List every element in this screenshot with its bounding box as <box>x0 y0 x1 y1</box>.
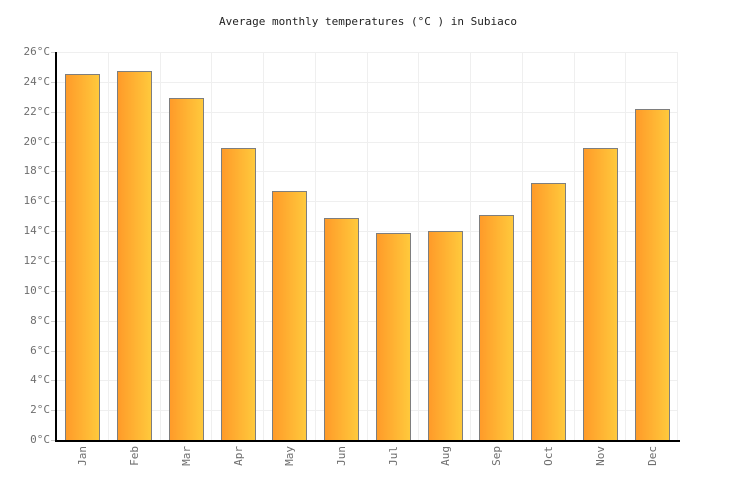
h-gridline <box>57 260 678 262</box>
v-gridline <box>159 52 161 440</box>
y-axis-tick <box>51 380 56 382</box>
v-gridline <box>366 52 368 440</box>
x-axis-label-text: Jul <box>386 446 400 466</box>
h-gridline <box>57 290 678 292</box>
x-axis-label-text: Aug <box>438 446 452 466</box>
bar-mar[interactable] <box>168 98 204 440</box>
x-axis-label-feb: Feb <box>109 446 161 466</box>
x-axis-label-text: Jan <box>76 446 90 466</box>
y-axis-label: 24°C <box>23 74 51 88</box>
x-axis-label-mar: Mar <box>161 446 213 466</box>
chart-title: Average monthly temperatures (°C ) in Su… <box>218 15 517 28</box>
y-axis-tick <box>51 290 56 292</box>
h-gridline <box>57 171 678 173</box>
bar-may[interactable] <box>272 190 308 440</box>
y-axis-tick <box>51 260 56 262</box>
x-axis-label-jan: Jan <box>57 446 109 466</box>
y-axis-label: 26°C <box>23 45 51 58</box>
h-gridline <box>57 141 678 143</box>
x-axis-label-text: Feb <box>128 446 142 466</box>
bar-nov[interactable] <box>582 147 618 440</box>
x-axis-label-jun: Jun <box>316 446 368 466</box>
y-axis-label: 16°C <box>23 194 51 208</box>
y-axis-label: 22°C <box>23 104 51 118</box>
h-gridline <box>57 52 678 53</box>
y-axis-label: 6°C <box>30 343 50 357</box>
x-axis-label-dec: Dec <box>626 446 678 466</box>
y-axis-label: 20°C <box>23 134 51 148</box>
bar-feb[interactable] <box>117 71 153 440</box>
y-axis-label: 2°C <box>30 403 50 417</box>
x-axis-label-aug: Aug <box>419 446 471 466</box>
bar-apr[interactable] <box>220 147 256 440</box>
h-gridline <box>57 231 678 233</box>
h-gridline <box>57 201 678 203</box>
h-gridline <box>57 410 678 412</box>
y-axis-tick <box>51 440 56 441</box>
y-axis-label: 12°C <box>23 253 51 267</box>
h-gridline <box>57 380 678 382</box>
x-axis-label-text: Mar <box>179 446 193 466</box>
x-axis-label-apr: Apr <box>212 446 264 466</box>
v-gridline <box>677 52 678 440</box>
v-gridline <box>521 52 523 440</box>
bar-jul[interactable] <box>375 232 411 440</box>
x-axis-label-text: Nov <box>593 446 607 466</box>
x-axis-label-text: Apr <box>231 446 245 466</box>
y-axis-label: 18°C <box>23 164 51 178</box>
x-axis-label-oct: Oct <box>523 446 575 466</box>
x-axis-line <box>55 440 680 442</box>
h-gridline <box>57 350 678 352</box>
y-axis-label: 8°C <box>30 313 50 327</box>
bar-dec[interactable] <box>634 108 670 440</box>
v-gridline <box>573 52 575 440</box>
y-axis-tick <box>51 52 56 53</box>
y-axis-tick <box>51 320 56 322</box>
y-axis-tick <box>51 201 56 203</box>
y-axis-label: 0°C <box>30 433 50 446</box>
x-axis-label-text: May <box>283 446 297 466</box>
h-gridline <box>57 81 678 83</box>
bar-oct[interactable] <box>531 183 567 440</box>
x-axis-label-text: Oct <box>542 446 556 466</box>
v-gridline <box>263 52 264 440</box>
v-gridline <box>418 52 420 440</box>
x-axis-label-nov: Nov <box>575 446 627 466</box>
y-axis-tick <box>51 141 56 143</box>
y-axis-tick <box>51 231 56 233</box>
x-axis-label-jul: Jul <box>368 446 420 466</box>
x-axis-label-text: Jun <box>335 446 349 466</box>
y-axis-line <box>55 52 57 442</box>
y-axis-tick <box>51 350 56 352</box>
h-gridline <box>57 320 678 322</box>
y-axis-labels: 0°C 2°C 4°C 6°C 8°C 10°C 12°C 14°C 16°C 18°C 20°C 2… <box>0 46 51 446</box>
x-axis-label-text: Dec <box>645 446 659 466</box>
plot-area <box>57 52 678 440</box>
x-axis-label-may: May <box>264 446 316 466</box>
y-axis-tick <box>51 81 56 83</box>
y-axis-label: 14°C <box>23 224 51 238</box>
v-gridline <box>211 52 213 440</box>
bar-sep[interactable] <box>479 214 515 440</box>
y-axis-tick <box>51 410 56 412</box>
bar-aug[interactable] <box>427 231 463 440</box>
y-axis-label: 4°C <box>30 373 50 387</box>
y-axis-tick <box>51 111 56 113</box>
y-axis-tick <box>51 171 56 173</box>
bar-jun[interactable] <box>324 217 360 440</box>
v-gridline <box>625 52 627 440</box>
v-gridline <box>107 52 109 440</box>
bar-jan[interactable] <box>65 74 101 440</box>
h-gridline <box>57 111 678 113</box>
x-axis-label-text: Sep <box>490 446 504 466</box>
y-axis-label: 10°C <box>23 283 51 297</box>
x-axis-label-sep: Sep <box>471 446 523 466</box>
v-gridline <box>314 52 316 440</box>
v-gridline <box>470 52 471 440</box>
